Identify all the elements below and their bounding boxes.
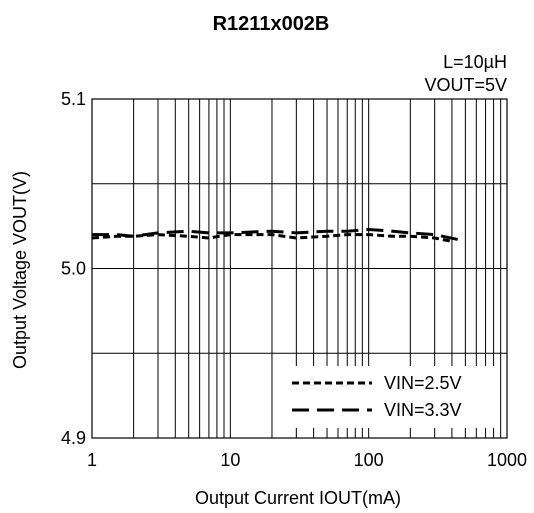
y-axis-label: Output Voltage VOUT(V) (10, 171, 30, 369)
plot-area-frame (91, 98, 508, 439)
legend-label-vin-3-3v: VIN=3.3V (384, 400, 462, 420)
y-tick-label: 5.1 (61, 89, 86, 109)
series-line-vin-3-3v (92, 227, 460, 242)
x-tick-label: 100 (354, 450, 384, 470)
x-tick-label: 1 (87, 450, 97, 470)
legend: VIN=2.5V VIN=3.3V (285, 366, 497, 428)
series-lines (91, 227, 460, 243)
y-tick-label: 4.9 (61, 428, 86, 448)
legend-label-vin-2-5v: VIN=2.5V (384, 373, 462, 393)
x-tick-label: 10 (220, 450, 240, 470)
y-tick-label: 5.0 (61, 259, 86, 279)
x-axis-label: Output Current IOUT(mA) (195, 488, 401, 508)
series-line-vin-2-5v (91, 233, 453, 243)
x-tick-label: 1000 (487, 450, 527, 470)
legend-box (285, 366, 497, 428)
axis-ticks: 1 10 100 1000 4.9 5.0 5.1 (61, 89, 527, 470)
condition-output-voltage: VOUT=5V (424, 75, 507, 95)
condition-inductance: L=10µH (443, 52, 507, 72)
chart-title: R1211x002B (213, 13, 330, 35)
